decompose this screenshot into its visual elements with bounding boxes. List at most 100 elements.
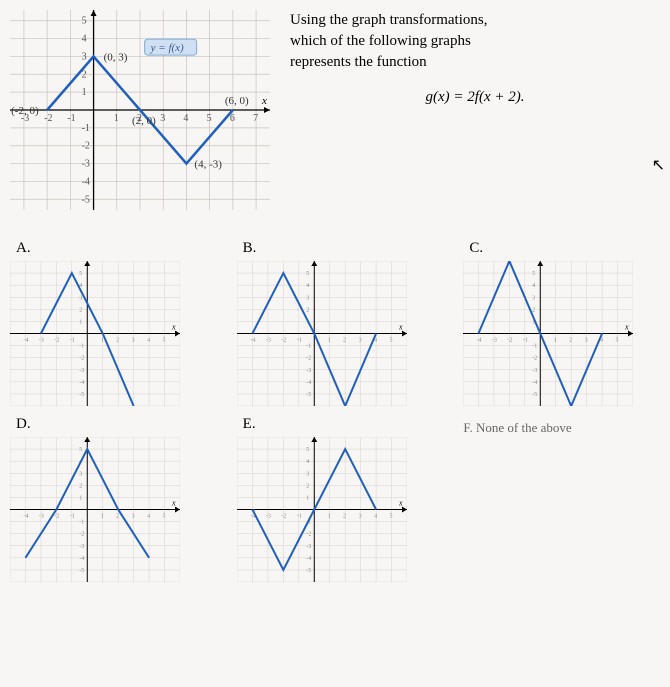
svg-text:-1: -1: [306, 344, 311, 350]
svg-text:5: 5: [207, 113, 212, 124]
svg-text:(2, 0): (2, 0): [132, 115, 156, 127]
svg-text:2: 2: [79, 307, 82, 313]
svg-text:-1: -1: [79, 344, 84, 350]
svg-text:3: 3: [132, 514, 135, 520]
label-C: C.: [463, 240, 660, 257]
svg-text:1: 1: [554, 338, 557, 344]
svg-text:4: 4: [374, 514, 377, 520]
svg-text:3: 3: [79, 295, 82, 301]
label-E: E.: [237, 416, 434, 433]
svg-text:-3: -3: [79, 368, 84, 374]
svg-text:5: 5: [306, 271, 309, 277]
svg-text:(4, -3): (4, -3): [194, 159, 222, 171]
option-B[interactable]: B. -4-3-2-112345-5-4-3-2-112345x: [237, 240, 434, 406]
svg-text:2: 2: [116, 514, 119, 520]
svg-text:1: 1: [327, 514, 330, 520]
svg-text:5: 5: [163, 514, 166, 520]
svg-text:-4: -4: [82, 176, 90, 187]
svg-text:5: 5: [79, 271, 82, 277]
svg-text:3: 3: [306, 295, 309, 301]
q-equation: g(x) = 2f(x + 2).: [290, 87, 660, 108]
svg-text:-1: -1: [70, 514, 75, 520]
svg-text:-4: -4: [23, 338, 28, 344]
option-C[interactable]: C. -4-3-2-112345-5-4-3-2-112345x: [463, 240, 660, 406]
svg-text:-4: -4: [250, 338, 255, 344]
svg-text:-2: -2: [281, 514, 286, 520]
option-E[interactable]: E. -4-3-2-112345-5-4-3-2-112345x: [237, 416, 434, 582]
svg-text:-3: -3: [306, 368, 311, 374]
svg-text:-4: -4: [533, 380, 538, 386]
svg-text:-4: -4: [23, 514, 28, 520]
svg-text:-4: -4: [79, 556, 84, 562]
svg-text:-1: -1: [67, 113, 75, 124]
svg-text:-1: -1: [296, 514, 301, 520]
svg-text:-2: -2: [281, 338, 286, 344]
svg-text:3: 3: [160, 113, 165, 124]
svg-text:5: 5: [306, 447, 309, 453]
svg-text:2: 2: [306, 483, 309, 489]
svg-text:(6, 0): (6, 0): [225, 95, 249, 107]
svg-text:-2: -2: [306, 356, 311, 362]
option-F[interactable]: F. None of the above: [463, 416, 660, 582]
svg-text:2: 2: [343, 514, 346, 520]
svg-text:2: 2: [79, 483, 82, 489]
svg-text:-5: -5: [79, 568, 84, 574]
svg-text:-1: -1: [82, 123, 90, 134]
label-D: D.: [10, 416, 207, 433]
svg-text:5: 5: [82, 16, 87, 27]
svg-text:x: x: [624, 323, 629, 332]
svg-text:1: 1: [101, 514, 104, 520]
svg-text:-5: -5: [533, 392, 538, 398]
svg-text:-4: -4: [306, 556, 311, 562]
svg-text:2: 2: [533, 307, 536, 313]
svg-text:-3: -3: [266, 514, 271, 520]
svg-text:4: 4: [533, 283, 536, 289]
options-grid: A. -4-3-2-112345-5-4-3-2-112345x B. -4-3…: [10, 240, 660, 582]
svg-text:-4: -4: [79, 380, 84, 386]
svg-text:2: 2: [570, 338, 573, 344]
svg-text:2: 2: [116, 338, 119, 344]
main-chart: -3-2-11234567-5-4-3-2-112345y = f(x)(-2,…: [10, 10, 270, 210]
svg-text:-1: -1: [523, 338, 528, 344]
label-B: B.: [237, 240, 434, 257]
svg-text:3: 3: [533, 295, 536, 301]
svg-text:-1: -1: [70, 338, 75, 344]
svg-text:1: 1: [306, 495, 309, 501]
svg-text:-2: -2: [54, 338, 59, 344]
svg-text:-3: -3: [39, 338, 44, 344]
svg-text:6: 6: [230, 113, 235, 124]
svg-text:3: 3: [132, 338, 135, 344]
svg-text:-3: -3: [306, 544, 311, 550]
svg-text:-5: -5: [306, 392, 311, 398]
svg-text:x: x: [398, 323, 403, 332]
svg-text:1: 1: [79, 319, 82, 325]
svg-text:-3: -3: [82, 159, 90, 170]
svg-text:-4: -4: [306, 380, 311, 386]
svg-text:-5: -5: [82, 194, 90, 205]
svg-text:-2: -2: [54, 514, 59, 520]
svg-text:-2: -2: [79, 532, 84, 538]
svg-text:x: x: [261, 95, 267, 107]
svg-text:-2: -2: [508, 338, 513, 344]
svg-text:4: 4: [306, 283, 309, 289]
option-D[interactable]: D. -4-3-2-112345-5-4-3-2-112345x: [10, 416, 207, 582]
cursor-icon: ↖: [652, 155, 665, 175]
svg-text:-3: -3: [79, 544, 84, 550]
svg-text:-3: -3: [533, 368, 538, 374]
svg-text:(0, 3): (0, 3): [104, 51, 128, 63]
svg-text:3: 3: [585, 338, 588, 344]
svg-text:-2: -2: [82, 141, 90, 152]
svg-text:-5: -5: [306, 568, 311, 574]
svg-text:x: x: [398, 499, 403, 508]
option-A[interactable]: A. -4-3-2-112345-5-4-3-2-112345x: [10, 240, 207, 406]
svg-text:3: 3: [79, 471, 82, 477]
svg-text:1: 1: [114, 113, 119, 124]
question-text: Using the graph transformations, which o…: [290, 10, 660, 108]
svg-text:-5: -5: [79, 392, 84, 398]
svg-text:1: 1: [79, 495, 82, 501]
svg-text:y = f(x): y = f(x): [150, 42, 184, 54]
svg-text:-1: -1: [296, 338, 301, 344]
svg-text:2: 2: [343, 338, 346, 344]
svg-text:-2: -2: [44, 113, 52, 124]
svg-text:4: 4: [306, 459, 309, 465]
